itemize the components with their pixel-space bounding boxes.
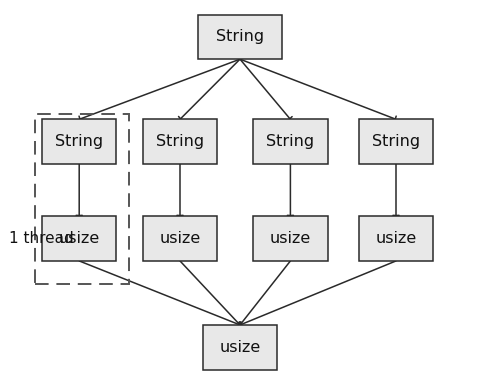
Bar [42, 217, 117, 261]
Text: String: String [216, 29, 264, 44]
Bar [203, 325, 277, 369]
Text: usize: usize [270, 231, 311, 246]
Bar [143, 217, 217, 261]
Bar [253, 217, 327, 261]
Bar [359, 217, 433, 261]
Text: String: String [266, 134, 314, 149]
Bar [198, 15, 282, 59]
Text: usize: usize [219, 340, 261, 355]
Text: usize: usize [59, 231, 100, 246]
Bar [253, 120, 327, 164]
Bar [143, 120, 217, 164]
Text: String: String [372, 134, 420, 149]
Text: usize: usize [159, 231, 201, 246]
Text: 1 thread: 1 thread [9, 231, 73, 246]
Text: String: String [55, 134, 103, 149]
Bar [35, 114, 129, 284]
Bar [359, 120, 433, 164]
Text: String: String [156, 134, 204, 149]
Text: usize: usize [375, 231, 417, 246]
Bar [42, 120, 117, 164]
